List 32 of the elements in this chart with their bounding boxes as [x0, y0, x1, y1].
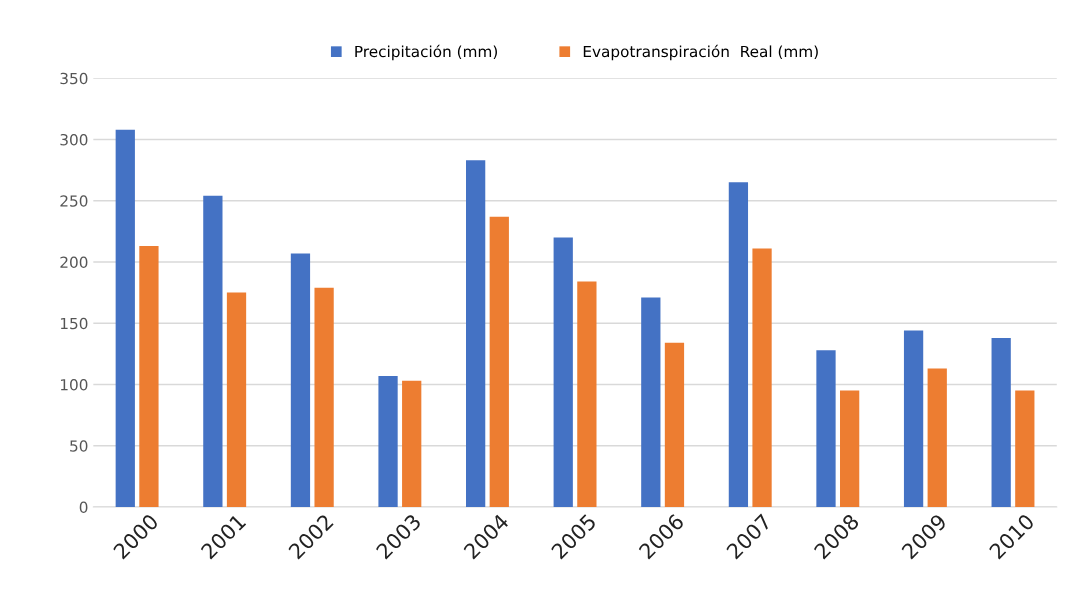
- bar: [139, 246, 159, 507]
- bar: [290, 253, 311, 507]
- legend-label: Evapotranspiración Real (mm): [583, 44, 818, 61]
- bar: [641, 297, 661, 507]
- bar: [115, 129, 135, 507]
- bar: [402, 380, 422, 507]
- bar: [664, 342, 685, 507]
- bar: [203, 195, 223, 507]
- bar: [991, 337, 1011, 507]
- bar: [489, 216, 509, 507]
- bar: [577, 281, 597, 507]
- y-tick-label: 0: [79, 501, 88, 513]
- bar: [314, 287, 334, 507]
- bar: [728, 182, 749, 507]
- bar: [840, 390, 860, 507]
- y-tick-label: 100: [60, 378, 88, 391]
- bar: [903, 330, 924, 507]
- y-tick-label: 50: [70, 440, 88, 452]
- bar: [1015, 390, 1035, 507]
- bar: [226, 292, 247, 507]
- y-tick-label: 150: [60, 317, 88, 330]
- bar: [752, 248, 772, 507]
- bar: [378, 375, 398, 507]
- bar: [553, 237, 573, 507]
- y-tick-label: 350: [60, 72, 88, 85]
- y-tick-label: 250: [60, 195, 88, 207]
- legend-label: Precipitación (mm): [355, 44, 497, 61]
- bar: [927, 368, 947, 507]
- bar: [816, 350, 836, 507]
- y-tick-label: 200: [60, 256, 88, 268]
- y-tick-label: 300: [60, 133, 88, 146]
- bar: [466, 160, 486, 507]
